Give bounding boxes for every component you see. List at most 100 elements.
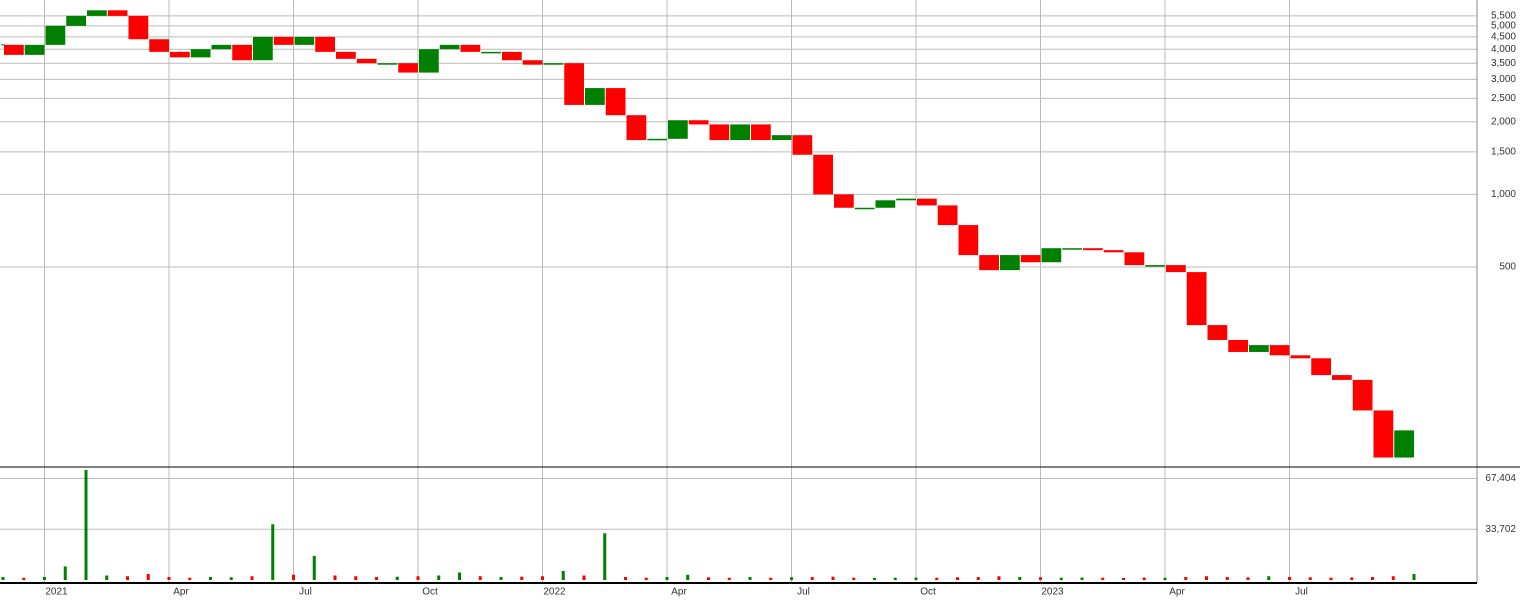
x-tick-label: Apr — [671, 587, 687, 598]
volume-bar — [1142, 577, 1146, 580]
volume-bar — [665, 576, 669, 580]
volume-bar — [748, 576, 752, 580]
candle — [66, 15, 86, 26]
candle — [937, 205, 958, 226]
candle — [668, 120, 688, 139]
volume-bar — [354, 576, 358, 580]
volume-bar — [561, 570, 565, 580]
y-tick-label: 1,500 — [1491, 147, 1516, 158]
candle — [709, 124, 730, 141]
volume-bar — [458, 572, 461, 580]
candle — [543, 63, 564, 65]
volume-bar — [395, 576, 399, 580]
candle — [813, 154, 833, 195]
volume-bar — [126, 576, 129, 580]
volume-bar — [188, 577, 192, 580]
y-tick-label: 4,000 — [1491, 44, 1516, 55]
candle — [1373, 410, 1394, 458]
volume-bar — [976, 576, 980, 580]
volume-bar — [1391, 576, 1395, 580]
volume-bar — [914, 577, 918, 580]
volume-bar — [1225, 576, 1229, 580]
candle — [564, 63, 584, 105]
x-tick-label: 2022 — [543, 587, 566, 598]
volume-bar — [146, 573, 150, 580]
candle — [626, 115, 647, 141]
x-tick-label: Jul — [797, 587, 810, 598]
candle — [336, 51, 356, 59]
volume-bar — [1308, 577, 1312, 580]
candle — [917, 198, 937, 206]
volume-bar — [209, 576, 212, 580]
volume-bar — [84, 470, 88, 580]
volume-bar — [1350, 577, 1354, 580]
candle — [1332, 375, 1352, 380]
candle — [398, 63, 418, 73]
volume-bar — [229, 577, 233, 580]
candle — [1394, 430, 1414, 458]
volume-bar — [935, 577, 939, 580]
volume-bar — [1163, 577, 1167, 580]
candle — [1020, 255, 1041, 263]
y-tick-label: 500 — [1499, 262, 1516, 273]
y-tick-label: 4,500 — [1491, 32, 1516, 43]
volume-bar — [541, 576, 544, 580]
volume-bar — [1329, 577, 1333, 580]
volume-bar — [271, 524, 275, 580]
volume-bar — [416, 576, 420, 580]
y-tick-label: 1,000 — [1491, 189, 1516, 200]
volume-bar — [437, 575, 441, 580]
candle — [24, 44, 45, 55]
candle — [1249, 345, 1269, 352]
candle — [1062, 248, 1082, 250]
candle — [896, 198, 916, 201]
x-tick-label: Oct — [920, 587, 936, 598]
volume-bar — [43, 576, 46, 580]
volume-bar — [603, 533, 607, 580]
candle — [419, 49, 439, 73]
candle — [1124, 252, 1145, 266]
volume-bar — [769, 577, 773, 580]
candle — [502, 51, 522, 61]
x-tick-label: Jul — [299, 587, 312, 598]
candle — [481, 51, 501, 54]
volume-bar — [105, 575, 109, 580]
candle — [377, 63, 398, 65]
candle — [1166, 265, 1186, 273]
y-tick-label: 2,000 — [1491, 116, 1516, 127]
candle — [522, 60, 543, 65]
x-tick-label: 2021 — [45, 587, 68, 598]
volume-bar — [707, 577, 710, 580]
volume-bar — [1267, 576, 1271, 580]
candle — [439, 44, 460, 50]
volume-bar — [22, 577, 26, 580]
volume-bar — [790, 577, 793, 580]
volume-bar — [1205, 576, 1208, 580]
candle — [1269, 345, 1290, 356]
candle — [170, 51, 190, 58]
candle — [1000, 255, 1020, 271]
candle — [1041, 248, 1062, 263]
volume-bar — [63, 566, 67, 580]
candle — [1103, 250, 1124, 253]
candle — [1311, 358, 1331, 376]
y-tick-label: 5,500 — [1491, 11, 1516, 22]
x-tick-label: 2023 — [1041, 587, 1064, 598]
volume-bar — [831, 576, 835, 580]
candle — [211, 44, 232, 50]
candle — [1186, 272, 1207, 326]
candle — [273, 36, 294, 45]
volume-bar — [893, 577, 897, 580]
candle — [875, 200, 896, 208]
candle — [253, 36, 273, 61]
x-tick-label: Apr — [1169, 587, 1185, 598]
volume-bar — [1018, 576, 1022, 580]
candle — [87, 10, 107, 16]
y-tick-label: 33,702 — [1485, 524, 1516, 535]
volume-bar — [1080, 577, 1084, 580]
volume-bar — [167, 576, 171, 580]
candle — [751, 124, 771, 141]
candle — [190, 49, 211, 58]
volume-bar — [520, 576, 524, 580]
